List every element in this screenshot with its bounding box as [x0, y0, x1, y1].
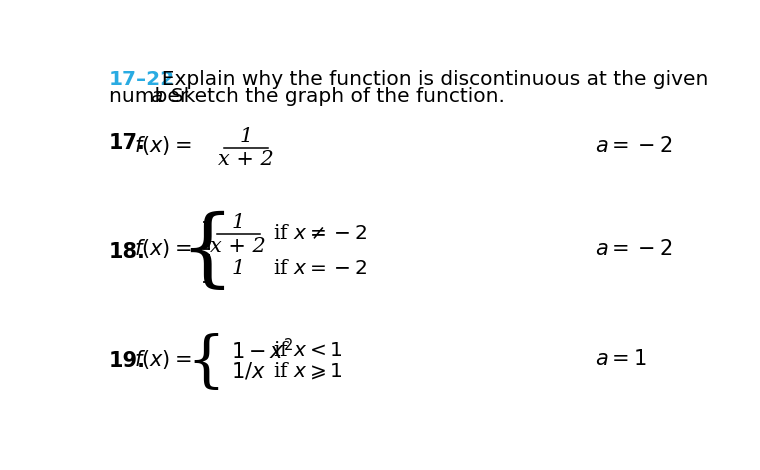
- Text: $1 - x^2$: $1 - x^2$: [230, 338, 293, 363]
- Text: 17–22: 17–22: [109, 70, 175, 89]
- Text: 18.: 18.: [109, 242, 146, 262]
- Text: 19.: 19.: [109, 351, 146, 370]
- Text: $1/x$: $1/x$: [230, 360, 265, 381]
- Text: $a = -2$: $a = -2$: [595, 239, 672, 259]
- Text: 17.: 17.: [109, 133, 146, 153]
- Text: $f(x) =$: $f(x) =$: [134, 134, 192, 157]
- Text: number: number: [109, 87, 195, 106]
- Text: 1: 1: [239, 127, 253, 146]
- Text: 1: 1: [232, 213, 245, 232]
- Text: if $x < 1$: if $x < 1$: [274, 341, 344, 360]
- Text: {: {: [179, 211, 233, 294]
- Text: if $x \neq -2$: if $x \neq -2$: [274, 224, 368, 243]
- Text: {: {: [187, 333, 226, 393]
- Text: x + 2: x + 2: [211, 236, 266, 256]
- Text: $a = 1$: $a = 1$: [595, 349, 647, 369]
- Text: . Sketch the graph of the function.: . Sketch the graph of the function.: [158, 87, 505, 106]
- Text: a: a: [150, 87, 163, 106]
- Text: if $x \geqslant 1$: if $x \geqslant 1$: [274, 360, 344, 381]
- Text: $f(x) =$: $f(x) =$: [134, 237, 192, 260]
- Text: 1: 1: [232, 258, 245, 278]
- Text: if $x = -2$: if $x = -2$: [274, 258, 368, 278]
- Text: $a = -2$: $a = -2$: [595, 136, 672, 156]
- Text: x + 2: x + 2: [218, 150, 274, 169]
- Text: Explain why the function is discontinuous at the given: Explain why the function is discontinuou…: [149, 70, 708, 89]
- Text: $f(x) =$: $f(x) =$: [134, 347, 192, 370]
